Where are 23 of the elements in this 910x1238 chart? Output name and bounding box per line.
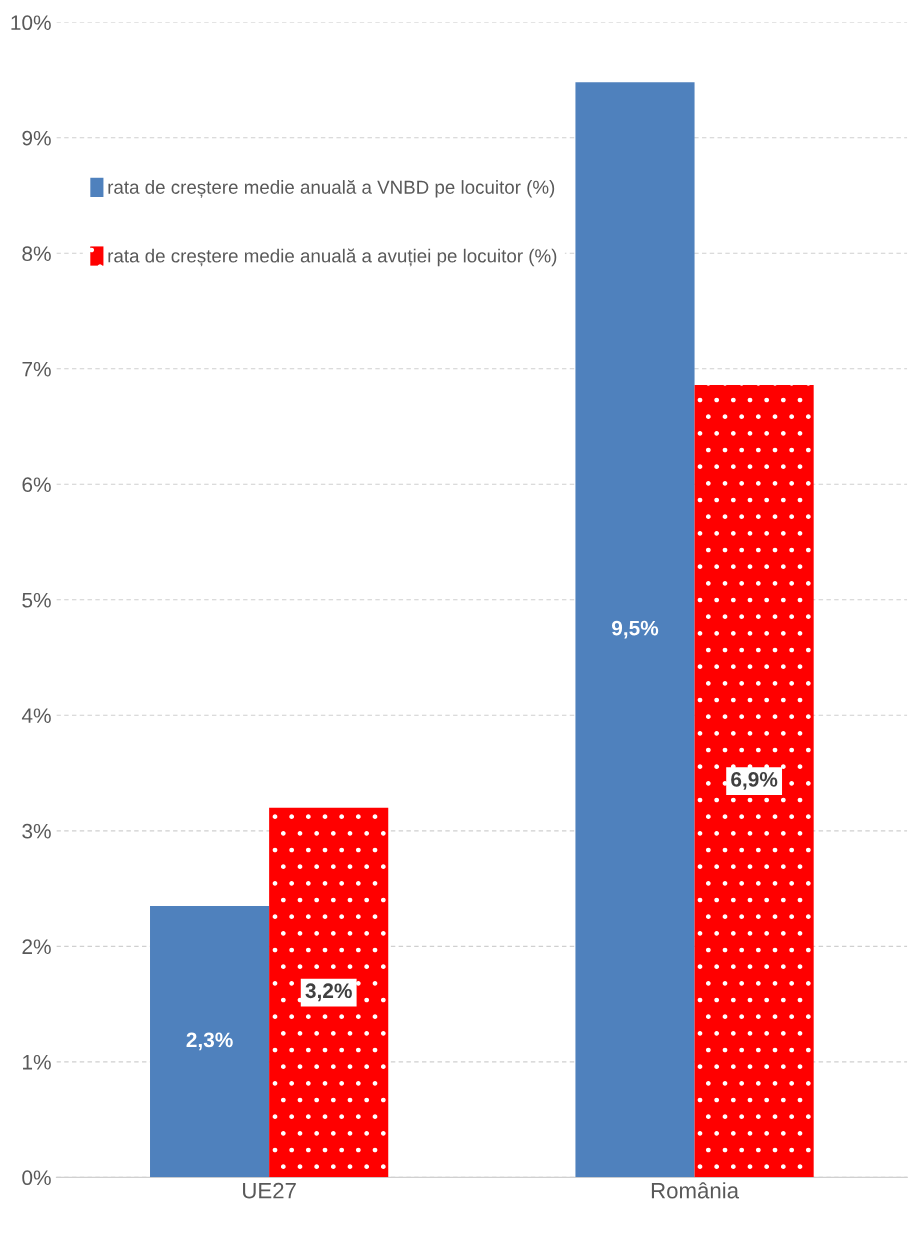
y-tick-label: 2% — [22, 939, 51, 954]
bar — [269, 807, 389, 1178]
bar — [150, 905, 270, 1178]
y-tick-label: 6% — [22, 477, 51, 493]
data-label: 9,5% — [611, 620, 659, 639]
y-tick-label: 1% — [23, 1054, 51, 1070]
bar — [575, 82, 695, 1178]
bar — [694, 384, 814, 1178]
data-label: 6,9% — [731, 771, 778, 790]
y-tick-label: 10% — [11, 15, 51, 31]
data-label: 3,2% — [305, 983, 352, 1002]
y-tick-label: 7% — [22, 361, 51, 377]
data-label: 2,3% — [186, 1032, 233, 1051]
y-tick-label: 0% — [22, 1170, 51, 1186]
x-tick-label: UE27 — [243, 1182, 296, 1199]
x-tick-label: România — [651, 1182, 740, 1199]
y-tick-label: 5% — [22, 592, 51, 608]
y-tick-label: 8% — [22, 246, 51, 262]
y-tick-label: 3% — [22, 823, 51, 839]
y-tick-label: 4% — [21, 708, 51, 723]
legend-label: rata de creștere medie anuală a avuției pe locuitor (%) — [108, 248, 557, 267]
y-tick-label: 9% — [22, 130, 51, 146]
legend-label: rata de creștere medie anuală a VNBD pe locuitor (%) — [108, 179, 555, 198]
